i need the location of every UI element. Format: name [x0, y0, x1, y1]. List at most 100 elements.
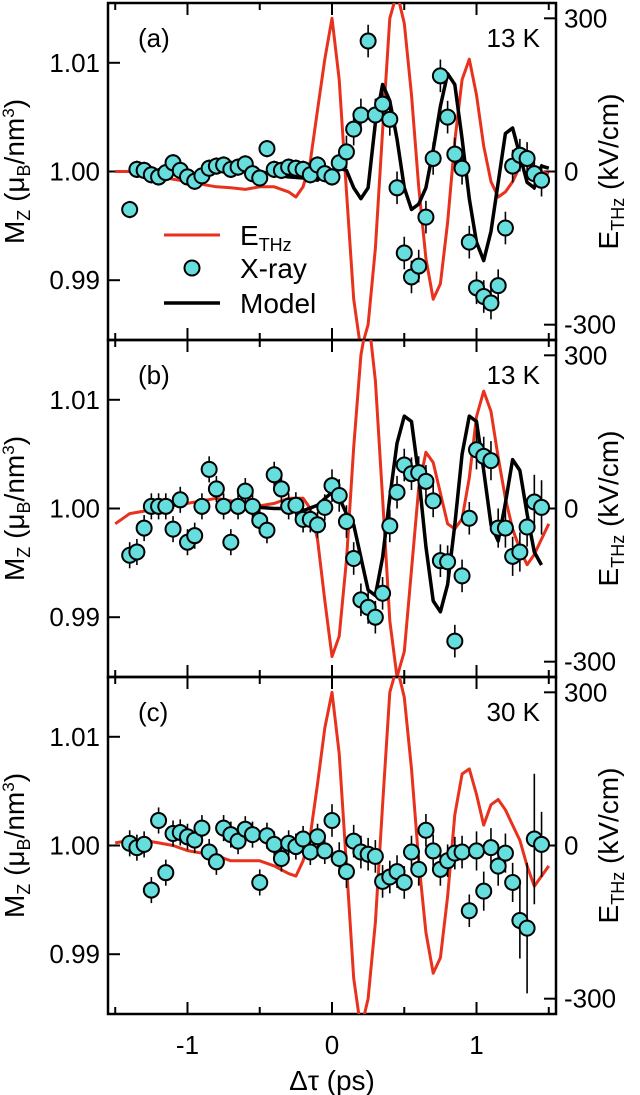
xray-point: [135, 519, 153, 537]
left-axis-unit-mid: /nm: [0, 792, 30, 839]
left-axis-unit-mid: /nm: [0, 118, 30, 165]
xray-point: [446, 145, 464, 163]
left-y-tick-label: 1.01: [49, 722, 100, 752]
left-axis-symbol: M: [0, 221, 30, 244]
right-axis-symbol: E: [593, 231, 624, 250]
left-y-tick-label: 1.01: [49, 48, 100, 78]
panel-label: (a): [138, 23, 170, 53]
xray-point: [395, 873, 413, 891]
legend-ethz-label: ETHz: [240, 220, 292, 255]
xray-point: [337, 513, 355, 531]
xray-point: [489, 857, 507, 875]
right-y-tick-label: 300: [564, 3, 607, 33]
xray-point: [402, 843, 420, 861]
xray-point: [431, 67, 449, 85]
right-axis-symbol-sub: THz: [608, 198, 628, 231]
legend-ethz-symbol: E: [240, 220, 259, 251]
left-y-tick-label: 0.99: [49, 939, 100, 969]
xray-point: [157, 864, 175, 882]
right-y-tick-label: 0: [564, 157, 578, 187]
xray-point: [475, 882, 493, 900]
xray-point: [424, 492, 442, 510]
left-axis-unit-sup: 3: [0, 782, 18, 791]
xray-point: [374, 584, 392, 602]
xray-point: [482, 452, 500, 470]
xray-point: [518, 149, 536, 167]
xray-point: [330, 486, 348, 504]
xray-point: [489, 277, 507, 295]
temperature-label: 13 K: [487, 23, 541, 53]
right-axis-symbol-sub: THz: [608, 872, 628, 905]
right-axis-title: ETHz (kV/cm): [593, 768, 628, 924]
left-axis-title: MZ (μB/nm3): [0, 436, 34, 581]
left-axis-unit-close: ): [0, 436, 30, 445]
legend-ethz-sub: THz: [259, 235, 292, 255]
xray-point: [496, 519, 514, 537]
xray-point: [157, 497, 175, 515]
xray-point: [460, 902, 478, 920]
xray-point: [533, 835, 551, 853]
xray-point: [366, 608, 384, 626]
right-y-tick-label: 300: [564, 340, 607, 370]
temperature-label: 13 K: [487, 360, 541, 390]
xray-point: [518, 919, 536, 937]
xray-point: [323, 811, 341, 829]
x-axis-title: Δτ (ps): [289, 1065, 375, 1095]
xray-point: [345, 120, 363, 138]
xray-point: [323, 168, 341, 186]
xray-point: [229, 497, 247, 515]
xray-point: [410, 860, 428, 878]
xray-point: [496, 844, 514, 862]
left-axis-unit-open: (μ: [0, 176, 30, 209]
xray-point: [417, 208, 435, 226]
left-y-tick-label: 1.01: [49, 385, 100, 415]
xray-point: [439, 553, 457, 571]
xray-point: [352, 106, 370, 124]
xray-point: [309, 516, 327, 534]
xray-point: [337, 143, 355, 161]
panel-b: 0.99 1.00 1.01 -300 0 300 MZ (μB/nm3) ETHz (kV/…: [0, 338, 628, 679]
xray-point: [533, 171, 551, 189]
xray-point: [207, 480, 225, 498]
xray-point: [359, 32, 377, 50]
panel-c: 0.99 1.00 1.01 -300 0 300 MZ (μB/nm3) ETHz (kV/…: [0, 675, 628, 1016]
right-axis-unit: (kV/cm): [593, 94, 624, 198]
xray-point: [453, 843, 471, 861]
xray-point: [460, 509, 478, 527]
xray-point: [504, 873, 522, 891]
left-y-tick-label: 1.00: [49, 831, 100, 861]
xray-point: [496, 219, 514, 237]
legend-xray-label: X-ray: [240, 253, 307, 284]
xray-point: [258, 521, 276, 539]
xray-point: [381, 517, 399, 535]
xray-point: [439, 108, 457, 126]
right-axis-symbol-sub: THz: [608, 535, 628, 568]
ethz-line: [115, 3, 550, 340]
left-axis-symbol: M: [0, 895, 30, 918]
xray-point: [410, 257, 428, 275]
xray-point: [251, 873, 269, 891]
xray-point: [200, 460, 218, 478]
right-axis-unit: (kV/cm): [593, 431, 624, 535]
xray-point: [511, 543, 529, 561]
left-axis-unit-open: (μ: [0, 850, 30, 883]
left-axis-unit-sub: B: [14, 501, 34, 513]
xray-point: [121, 201, 139, 219]
xray-point: [388, 179, 406, 197]
plot-area: [114, 677, 551, 1014]
xray-point: [468, 842, 486, 860]
xray-point: [374, 95, 392, 113]
right-axis-title: ETHz (kV/cm): [593, 94, 628, 250]
xray-point: [164, 520, 182, 538]
right-y-tick-label: -300: [564, 647, 616, 677]
xray-point: [128, 543, 146, 561]
left-axis-unit-sub: B: [14, 164, 34, 176]
left-axis-title: MZ (μB/nm3): [0, 773, 34, 918]
panel-label: (c): [138, 697, 168, 727]
ethz-line: [114, 677, 551, 1014]
left-axis-symbol-sub: Z: [14, 210, 34, 221]
xray-point: [316, 842, 334, 860]
xray-point: [222, 533, 240, 551]
